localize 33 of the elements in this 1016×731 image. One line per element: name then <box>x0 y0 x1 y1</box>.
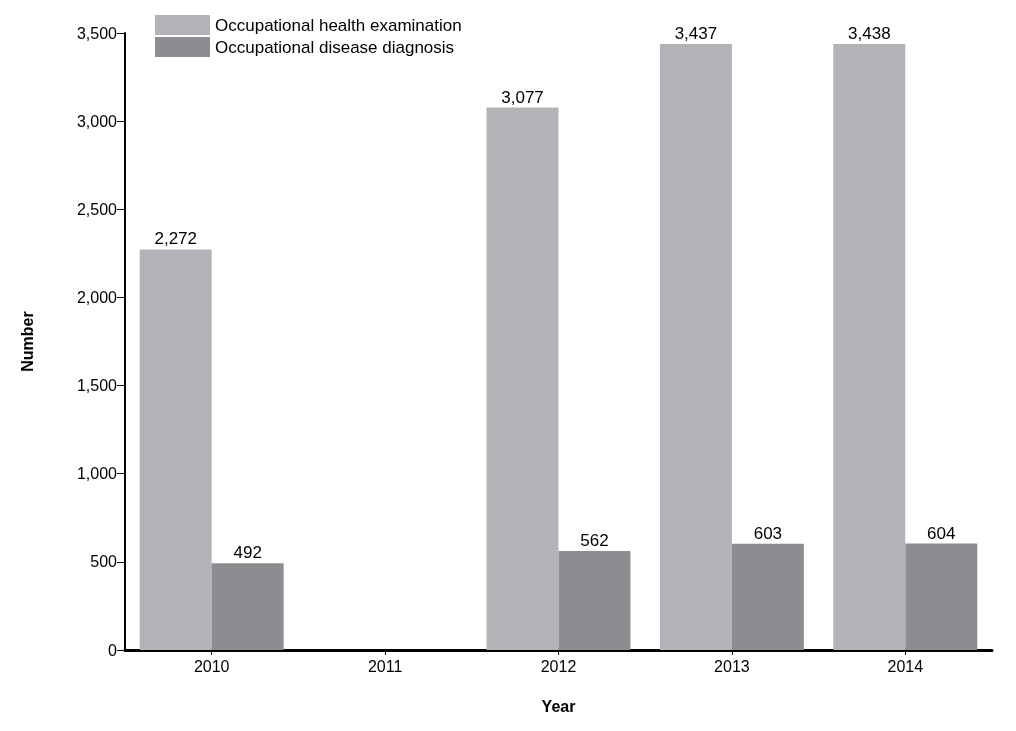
y-tick-label: 1,000 <box>76 465 118 483</box>
data-label: 603 <box>753 523 783 543</box>
y-tick-label: 500 <box>90 553 118 571</box>
x-tick-label: 2011 <box>367 657 403 675</box>
x-tick-label: 2013 <box>714 657 750 675</box>
data-label: 604 <box>927 523 956 543</box>
legend-label: Occupational disease diagnosis <box>215 37 455 57</box>
y-tick-label: 1,500 <box>76 377 118 395</box>
x-axis-title: Year <box>541 697 576 715</box>
y-tick-label: 3,500 <box>76 24 118 42</box>
bar <box>659 44 732 650</box>
bar <box>139 249 212 650</box>
x-tick-label: 2014 <box>887 657 924 675</box>
bar <box>211 563 284 650</box>
data-label: 3,438 <box>848 23 891 43</box>
x-tick-label: 2012 <box>540 657 577 675</box>
bar <box>731 543 804 650</box>
y-tick-label: 0 <box>108 641 118 659</box>
x-tick-label: 2010 <box>193 657 230 675</box>
data-label: 3,437 <box>674 24 718 44</box>
y-axis-title: Number <box>18 311 36 372</box>
y-tick-label: 2,000 <box>76 288 118 306</box>
bar <box>558 550 631 650</box>
data-label: 492 <box>233 543 262 563</box>
data-label: 2,272 <box>154 229 197 249</box>
bar <box>486 107 559 650</box>
bar <box>833 43 906 650</box>
data-label: 3,077 <box>501 87 544 107</box>
bar <box>905 543 978 650</box>
data-label: 562 <box>580 530 609 550</box>
y-tick-label: 2,500 <box>76 200 118 218</box>
legend-label: Occupational health examination <box>215 15 462 35</box>
y-tick-label: 3,000 <box>76 112 118 130</box>
